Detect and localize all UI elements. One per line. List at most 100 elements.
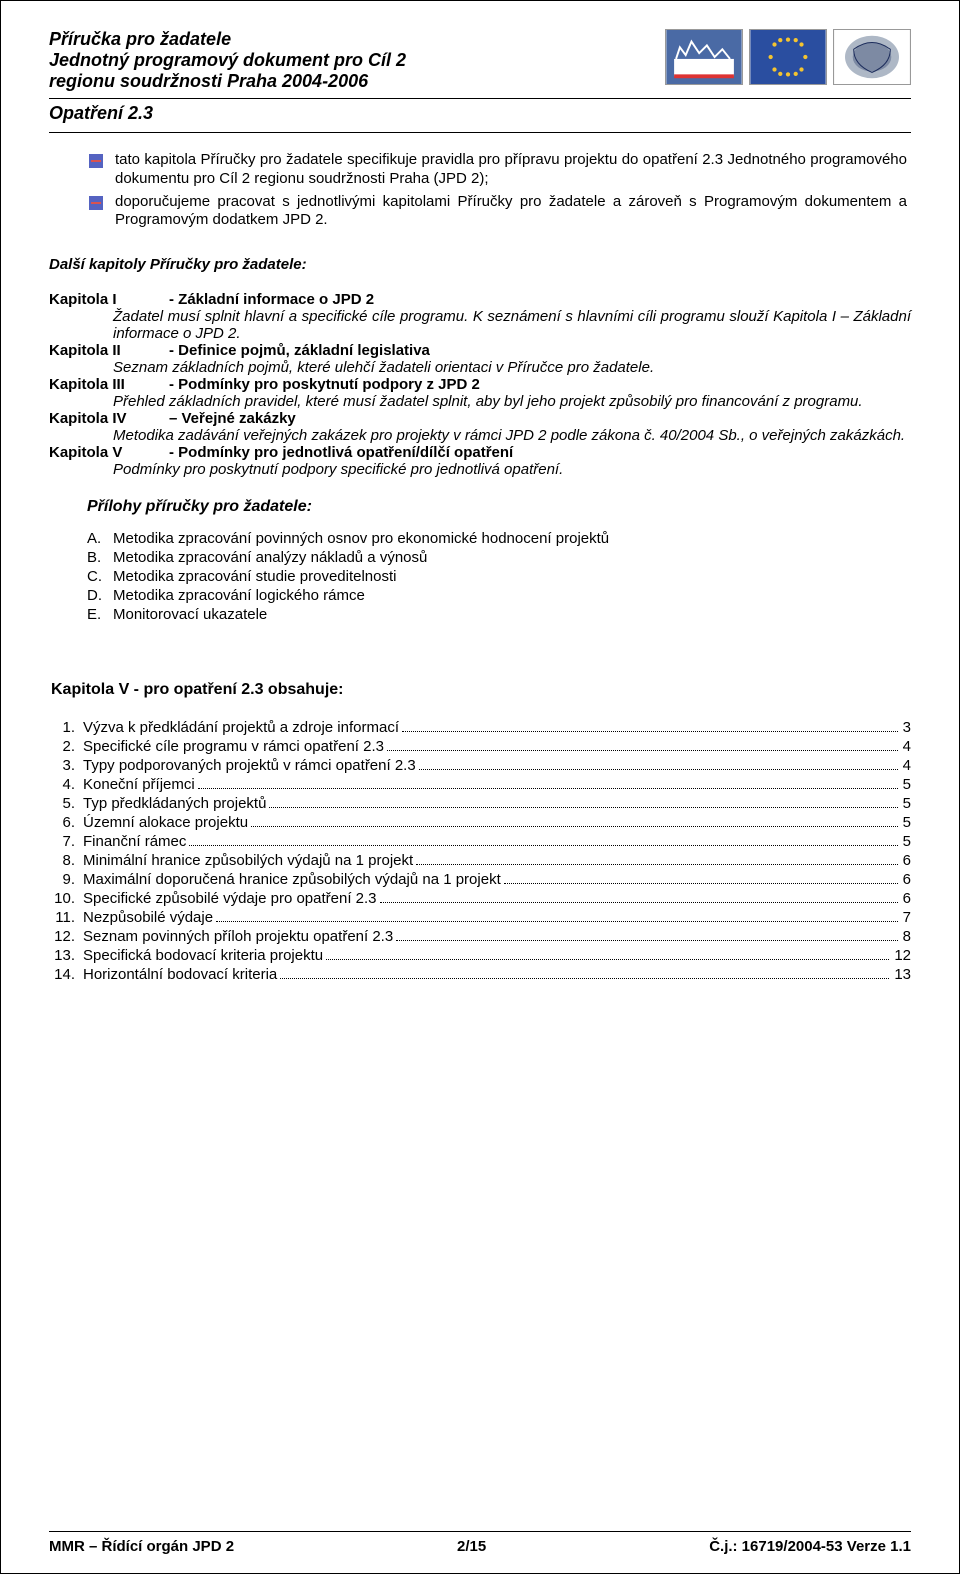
attachment-text: Metodika zpracování studie proveditelnos… bbox=[113, 568, 397, 585]
attachment-item: D.Metodika zpracování logického rámce bbox=[87, 587, 911, 604]
attachment-letter: B. bbox=[87, 549, 113, 566]
toc-row: 3.Typy podporovaných projektů v rámci op… bbox=[49, 757, 911, 774]
toc-page: 12 bbox=[892, 947, 911, 964]
toc-row: 4.Koneční příjemci5 bbox=[49, 776, 911, 793]
attachment-item: B.Metodika zpracování analýzy nákladů a … bbox=[87, 549, 911, 566]
toc-title: Územní alokace projektu bbox=[83, 814, 248, 831]
toc-row: 13.Specifická bodovací kriteria projektu… bbox=[49, 947, 911, 964]
attachment-item: A.Metodika zpracování povinných osnov pr… bbox=[87, 530, 911, 547]
toc-row: 10.Specifické způsobilé výdaje pro opatř… bbox=[49, 890, 911, 907]
toc-num: 6. bbox=[49, 814, 83, 831]
toc-dots bbox=[198, 788, 898, 789]
toc-page: 4 bbox=[901, 738, 911, 755]
footer: MMR – Řídící orgán JPD 2 2/15 Č.j.: 1671… bbox=[49, 1538, 911, 1555]
chapter-title: - Definice pojmů, základní legislativa bbox=[169, 342, 430, 359]
toc-dots bbox=[504, 883, 898, 884]
toc-title: Seznam povinných příloh projektu opatřen… bbox=[83, 928, 393, 945]
chapter-title: - Základní informace o JPD 2 bbox=[169, 291, 374, 308]
attachment-letter: A. bbox=[87, 530, 113, 547]
table-of-contents: 1.Výzva k předkládání projektů a zdroje … bbox=[49, 719, 911, 985]
toc-dots bbox=[387, 750, 898, 751]
chapter-label: Kapitola II bbox=[49, 342, 169, 359]
chapter-title: – Veřejné zakázky bbox=[169, 410, 296, 427]
toc-dots bbox=[251, 826, 898, 827]
toc-num: 11. bbox=[49, 909, 83, 926]
chapter-label: Kapitola IV bbox=[49, 410, 169, 427]
header-text-block: Příručka pro žadatele Jednotný programov… bbox=[49, 29, 665, 92]
toc-dots bbox=[380, 902, 898, 903]
footer-right: Č.j.: 16719/2004-53 Verze 1.1 bbox=[709, 1538, 911, 1555]
logo-eu-flag-icon bbox=[749, 29, 827, 85]
toc-row: 6.Územní alokace projektu5 bbox=[49, 814, 911, 831]
bullet-text: doporučujeme pracovat s jednotlivými kap… bbox=[115, 193, 907, 231]
toc-num: 9. bbox=[49, 871, 83, 888]
toc-row: 1.Výzva k předkládání projektů a zdroje … bbox=[49, 719, 911, 736]
toc-row: 11.Nezpůsobilé výdaje7 bbox=[49, 909, 911, 926]
header-logos bbox=[665, 29, 911, 85]
chapter-entry: Kapitola II - Definice pojmů, základní l… bbox=[49, 342, 911, 376]
subheader-opatreni: Opatření 2.3 bbox=[49, 103, 911, 124]
bullet-item: doporučujeme pracovat s jednotlivými kap… bbox=[89, 193, 907, 231]
toc-row: 2.Specifické cíle programu v rámci opatř… bbox=[49, 738, 911, 755]
bullet-icon bbox=[89, 196, 103, 210]
toc-page: 5 bbox=[901, 795, 911, 812]
toc-page: 4 bbox=[901, 757, 911, 774]
chapter-desc: Seznam základních pojmů, které ulehčí ža… bbox=[113, 359, 911, 376]
attachment-text: Metodika zpracování analýzy nákladů a vý… bbox=[113, 549, 427, 566]
toc-page: 6 bbox=[901, 871, 911, 888]
attachment-text: Metodika zpracování logického rámce bbox=[113, 587, 365, 604]
toc-title: Specifické cíle programu v rámci opatřen… bbox=[83, 738, 384, 755]
toc-header: Kapitola V - pro opatření 2.3 obsahuje: bbox=[51, 681, 911, 699]
toc-page: 6 bbox=[901, 890, 911, 907]
toc-row: 5.Typ předkládaných projektů 5 bbox=[49, 795, 911, 812]
toc-title: Minimální hranice způsobilých výdajů na … bbox=[83, 852, 413, 869]
footer-divider bbox=[49, 1531, 911, 1532]
toc-num: 13. bbox=[49, 947, 83, 964]
toc-page: 3 bbox=[901, 719, 911, 736]
toc-num: 8. bbox=[49, 852, 83, 869]
chapters-block: Kapitola I - Základní informace o JPD 2 … bbox=[49, 291, 911, 478]
toc-title: Typy podporovaných projektů v rámci opat… bbox=[83, 757, 416, 774]
toc-num: 14. bbox=[49, 966, 83, 983]
toc-title: Specifická bodovací kriteria projektu bbox=[83, 947, 323, 964]
header-title-3: regionu soudržnosti Praha 2004-2006 bbox=[49, 71, 665, 92]
logo-mmr-icon bbox=[833, 29, 911, 85]
toc-dots bbox=[216, 921, 898, 922]
attachment-letter: E. bbox=[87, 606, 113, 623]
footer-center: 2/15 bbox=[457, 1538, 486, 1555]
chapter-label: Kapitola V bbox=[49, 444, 169, 461]
chapter-label: Kapitola III bbox=[49, 376, 169, 393]
toc-num: 2. bbox=[49, 738, 83, 755]
logo-prague-icon bbox=[665, 29, 743, 85]
header-divider bbox=[49, 98, 911, 99]
chapter-desc: Žadatel musí splnit hlavní a specifické … bbox=[113, 308, 911, 342]
toc-row: 8.Minimální hranice způsobilých výdajů n… bbox=[49, 852, 911, 869]
section-further-chapters: Další kapitoly Příručky pro žadatele: bbox=[49, 256, 911, 273]
toc-title: Koneční příjemci bbox=[83, 776, 195, 793]
toc-dots bbox=[419, 769, 898, 770]
chapter-entry: Kapitola V - Podmínky pro jednotlivá opa… bbox=[49, 444, 911, 478]
toc-title: Maximální doporučená hranice způsobilých… bbox=[83, 871, 501, 888]
chapter-desc: Metodika zadávání veřejných zakázek pro … bbox=[113, 427, 911, 444]
toc-page: 5 bbox=[901, 833, 911, 850]
bullet-icon bbox=[89, 154, 103, 168]
intro-bullets: tato kapitola Příručky pro žadatele spec… bbox=[89, 151, 907, 234]
chapter-entry: Kapitola IV – Veřejné zakázky Metodika z… bbox=[49, 410, 911, 444]
toc-num: 5. bbox=[49, 795, 83, 812]
document-header: Příručka pro žadatele Jednotný programov… bbox=[49, 29, 911, 92]
attachment-letter: D. bbox=[87, 587, 113, 604]
attachments-list: A.Metodika zpracování povinných osnov pr… bbox=[87, 530, 911, 625]
header-title-1: Příručka pro žadatele bbox=[49, 29, 665, 50]
attachment-item: E.Monitorovací ukazatele bbox=[87, 606, 911, 623]
toc-title: Finanční rámec bbox=[83, 833, 186, 850]
chapter-label: Kapitola I bbox=[49, 291, 169, 308]
toc-dots bbox=[396, 940, 897, 941]
toc-num: 12. bbox=[49, 928, 83, 945]
toc-title: Typ předkládaných projektů bbox=[83, 795, 266, 812]
toc-row: 12.Seznam povinných příloh projektu opat… bbox=[49, 928, 911, 945]
toc-page: 13 bbox=[892, 966, 911, 983]
toc-page: 5 bbox=[901, 776, 911, 793]
attachment-letter: C. bbox=[87, 568, 113, 585]
toc-title: Výzva k předkládání projektů a zdroje in… bbox=[83, 719, 399, 736]
chapter-entry: Kapitola I - Základní informace o JPD 2 … bbox=[49, 291, 911, 342]
